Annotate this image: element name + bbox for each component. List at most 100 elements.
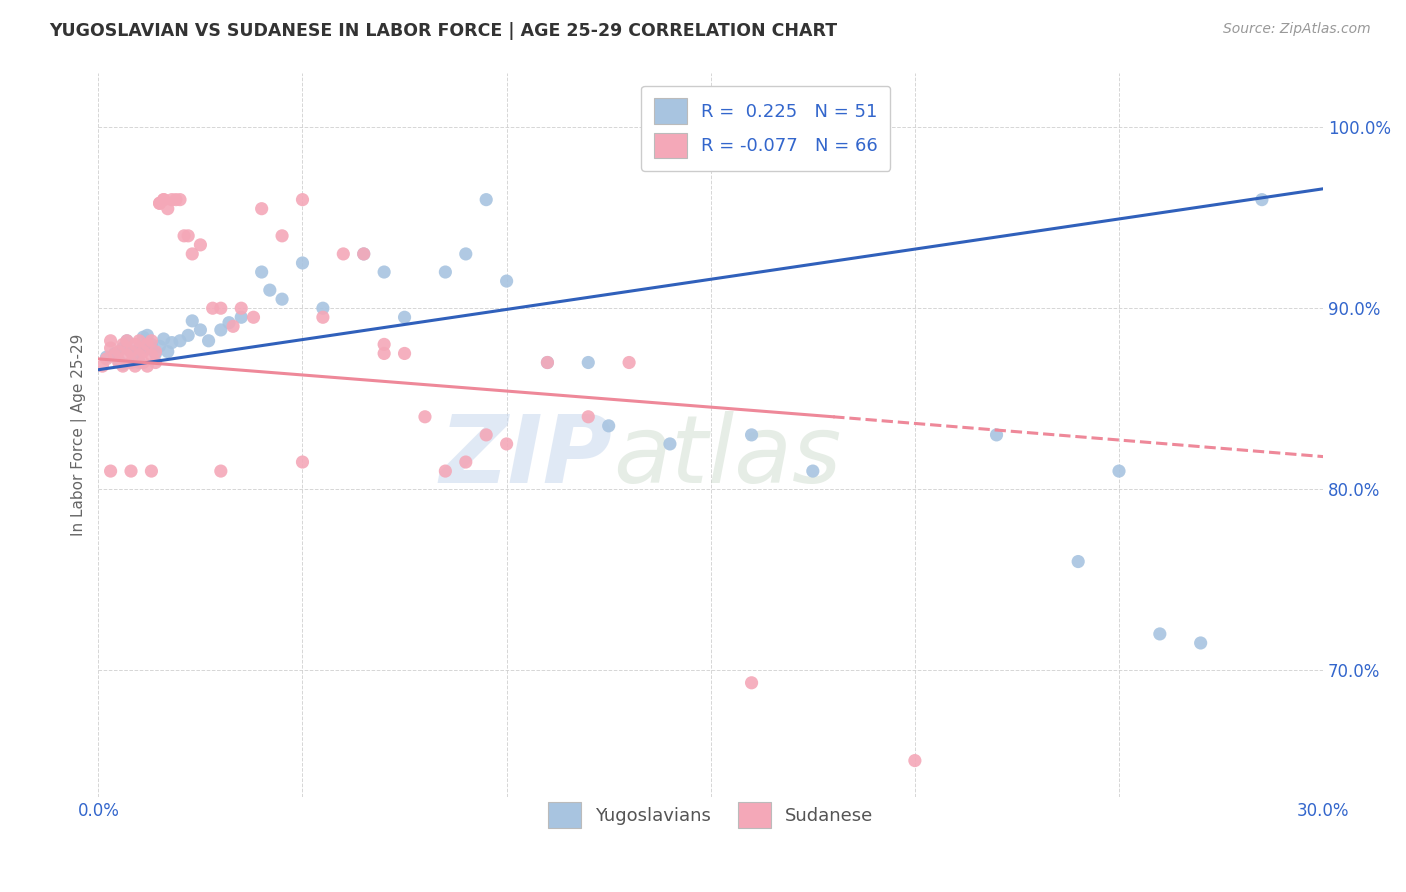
Point [128, 341, 150, 355]
Point [149, 339, 172, 353]
Point [152, 193, 174, 207]
Point [231, 301, 253, 316]
Point [107, 344, 129, 359]
Point [904, 754, 927, 768]
Point [115, 334, 138, 348]
Point [152, 193, 174, 207]
Point [209, 323, 232, 337]
Point [141, 464, 163, 478]
Point [190, 238, 212, 252]
Point [100, 341, 122, 355]
Point [741, 675, 763, 690]
Point [231, 310, 253, 325]
Point [986, 428, 1008, 442]
Point [160, 193, 183, 207]
Point [145, 346, 167, 360]
Text: Source: ZipAtlas.com: Source: ZipAtlas.com [1223, 22, 1371, 37]
Point [136, 341, 159, 355]
Point [177, 228, 200, 243]
Point [120, 355, 142, 369]
Point [145, 344, 167, 359]
Point [132, 355, 155, 369]
Point [141, 348, 163, 362]
Point [1189, 636, 1212, 650]
Point [209, 301, 232, 316]
Point [156, 202, 179, 216]
Point [141, 334, 163, 348]
Point [128, 348, 150, 362]
Text: atlas: atlas [613, 411, 841, 502]
Point [181, 314, 204, 328]
Point [332, 247, 354, 261]
Point [201, 301, 224, 316]
Point [104, 348, 127, 362]
Point [169, 334, 191, 348]
Text: YUGOSLAVIAN VS SUDANESE IN LABOR FORCE | AGE 25-29 CORRELATION CHART: YUGOSLAVIAN VS SUDANESE IN LABOR FORCE |… [49, 22, 838, 40]
Point [617, 355, 640, 369]
Point [145, 355, 167, 369]
Point [271, 292, 294, 306]
Point [495, 274, 517, 288]
Point [242, 310, 264, 325]
Point [291, 455, 314, 469]
Point [152, 332, 174, 346]
Point [177, 328, 200, 343]
Point [104, 346, 127, 360]
Point [132, 344, 155, 359]
Point [598, 418, 620, 433]
Point [136, 359, 159, 373]
Point [100, 464, 122, 478]
Legend: Yugoslavians, Sudanese: Yugoslavians, Sudanese [541, 795, 880, 835]
Point [165, 193, 187, 207]
Point [271, 228, 294, 243]
Point [658, 437, 681, 451]
Point [291, 193, 314, 207]
Point [111, 359, 134, 373]
Point [454, 247, 477, 261]
Point [124, 348, 146, 362]
Point [91, 359, 114, 373]
Point [209, 464, 232, 478]
Point [741, 428, 763, 442]
Point [434, 464, 457, 478]
Y-axis label: In Labor Force | Age 25-29: In Labor Force | Age 25-29 [72, 334, 87, 536]
Point [373, 346, 395, 360]
Point [222, 319, 245, 334]
Point [136, 337, 159, 351]
Point [454, 455, 477, 469]
Point [434, 265, 457, 279]
Point [312, 310, 335, 325]
Point [107, 353, 129, 368]
Point [801, 464, 824, 478]
Point [1108, 464, 1130, 478]
Point [1149, 627, 1171, 641]
Point [120, 344, 142, 359]
Point [149, 196, 172, 211]
Point [115, 334, 138, 348]
Point [1067, 555, 1090, 569]
Point [173, 228, 195, 243]
Point [149, 196, 172, 211]
Point [111, 337, 134, 351]
Point [373, 265, 395, 279]
Point [128, 355, 150, 369]
Point [353, 247, 375, 261]
Point [475, 428, 498, 442]
Point [136, 328, 159, 343]
Point [181, 247, 204, 261]
Point [124, 337, 146, 351]
Point [1251, 193, 1274, 207]
Point [128, 334, 150, 348]
Point [475, 193, 498, 207]
Point [373, 337, 395, 351]
Point [160, 335, 183, 350]
Point [250, 265, 273, 279]
Point [120, 344, 142, 359]
Point [96, 351, 118, 366]
Point [120, 464, 142, 478]
Point [111, 357, 134, 371]
Point [141, 337, 163, 351]
Point [197, 334, 219, 348]
Point [250, 202, 273, 216]
Point [124, 359, 146, 373]
